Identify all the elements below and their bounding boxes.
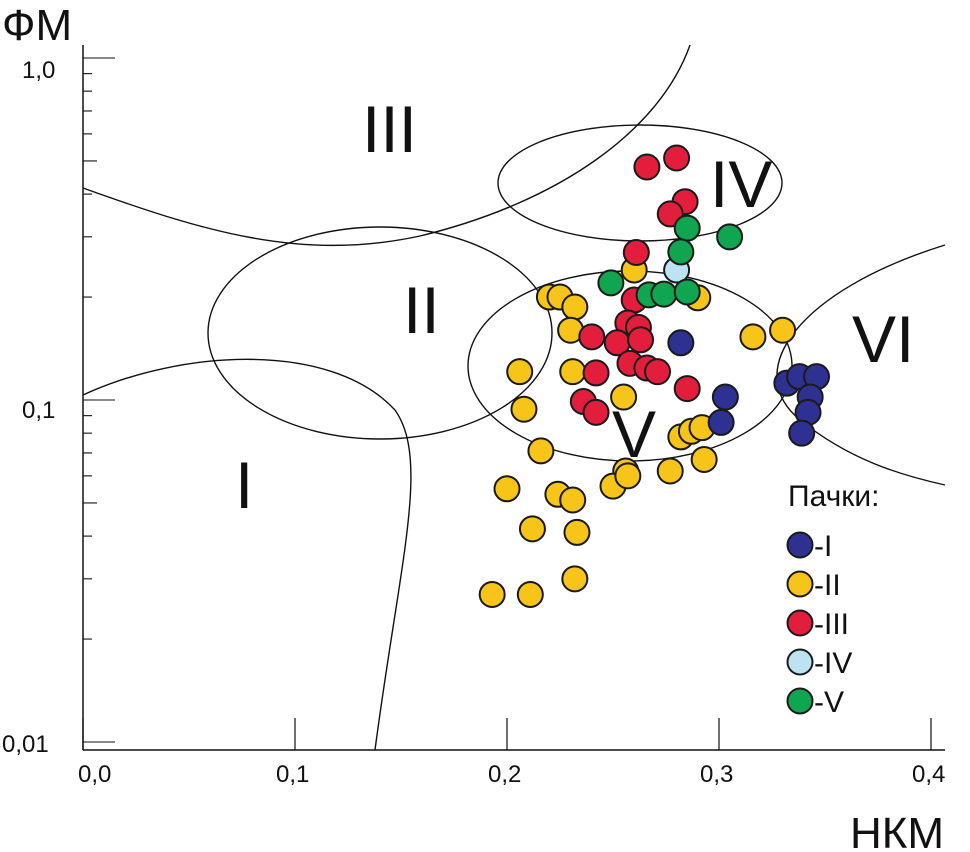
y-tick-label: 0,1	[22, 397, 55, 424]
data-point-series-3	[578, 323, 606, 351]
data-point-series-5	[716, 223, 744, 251]
data-point-series-5	[650, 280, 678, 308]
x-tick-label: 0,1	[276, 761, 309, 788]
data-point-series-2	[506, 358, 534, 386]
axes	[82, 45, 945, 751]
data-point-series-2	[563, 518, 591, 546]
legend-item: -I	[786, 530, 832, 563]
y-axis-title: ФМ	[2, 1, 72, 50]
data-point-series-5	[673, 214, 701, 242]
legend-marker	[786, 648, 814, 676]
legend-item: -II	[786, 569, 841, 602]
data-point-series-2	[561, 293, 589, 321]
legend-label: -IV	[814, 647, 852, 680]
region-label-vi: VI	[852, 302, 914, 376]
data-point-series-1	[788, 419, 816, 447]
data-point-series-3	[622, 238, 650, 266]
data-point-series-3	[582, 398, 610, 426]
data-point-series-2	[690, 445, 718, 473]
data-point-series-3	[627, 326, 655, 354]
data-point-series-3	[633, 153, 661, 181]
legend-item: -V	[786, 686, 844, 719]
region-label-ii: II	[403, 273, 440, 347]
legend-title: Пачки:	[788, 480, 879, 513]
data-point-series-2	[527, 437, 555, 465]
data-point-series-2	[510, 395, 538, 423]
data-point-series-3	[673, 375, 701, 403]
legend-label: -II	[814, 569, 841, 602]
data-point-series-2	[561, 565, 589, 593]
boundary-region-i	[82, 358, 412, 751]
legend-marker	[786, 570, 814, 598]
data-point-series-3	[644, 358, 672, 386]
legend-label: -III	[814, 608, 849, 641]
boundary-region-iii	[82, 44, 691, 247]
data-point-series-2	[769, 316, 797, 344]
legend: Пачки: -I -II -III -IV -V	[786, 480, 879, 719]
data-points	[478, 144, 831, 608]
tick-marks	[82, 57, 932, 750]
data-point-series-2	[656, 457, 684, 485]
data-point-series-2	[478, 580, 506, 608]
data-point-series-2	[559, 358, 587, 386]
legend-marker	[786, 609, 814, 637]
data-point-series-2	[559, 486, 587, 514]
legend-item: -III	[786, 608, 849, 641]
data-point-series-2	[493, 475, 521, 503]
data-point-series-5	[667, 238, 695, 266]
x-axis-title: НКМ	[850, 809, 944, 852]
data-point-series-1	[711, 383, 739, 411]
y-tick-label: 1,0	[22, 57, 55, 84]
boundary-region-ii	[207, 226, 553, 440]
data-point-series-1	[667, 329, 695, 357]
legend-item: -IV	[786, 647, 852, 680]
region-label-i: I	[235, 448, 253, 522]
x-tick-label: 0,3	[700, 761, 733, 788]
x-tick-label: 0,0	[78, 761, 111, 788]
data-point-series-3	[663, 144, 691, 172]
data-point-series-3	[582, 359, 610, 387]
region-label-iv: IV	[710, 147, 772, 221]
boundary-region-vi	[776, 244, 946, 486]
data-point-series-5	[673, 278, 701, 306]
legend-marker	[786, 531, 814, 559]
data-point-series-2	[610, 383, 638, 411]
x-tick-label: 0,2	[488, 761, 521, 788]
data-point-series-2	[516, 580, 544, 608]
data-point-series-2	[739, 323, 767, 351]
legend-label: -I	[814, 530, 832, 563]
legend-marker	[786, 687, 814, 715]
data-point-series-5	[597, 269, 625, 297]
region-label-iii: III	[362, 92, 417, 166]
data-point-series-2	[614, 462, 642, 490]
data-point-series-2	[518, 515, 546, 543]
x-tick-label: 0,4	[912, 761, 945, 788]
y-tick-label: 0,01	[2, 731, 49, 758]
data-point-series-1	[707, 408, 735, 436]
legend-label: -V	[814, 686, 844, 719]
